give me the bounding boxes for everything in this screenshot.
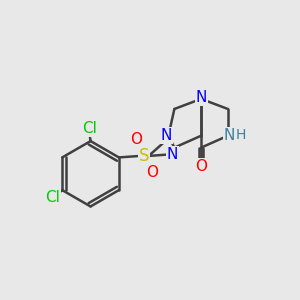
Text: N: N <box>167 147 178 162</box>
Text: Cl: Cl <box>82 121 97 136</box>
Text: O: O <box>130 132 142 147</box>
Text: Cl: Cl <box>45 190 60 205</box>
Text: N: N <box>195 90 207 105</box>
Text: O: O <box>146 165 158 180</box>
Text: N: N <box>160 128 172 143</box>
Text: S: S <box>139 147 149 165</box>
Text: H: H <box>235 128 245 142</box>
Text: N: N <box>224 128 235 143</box>
Text: O: O <box>195 158 207 173</box>
